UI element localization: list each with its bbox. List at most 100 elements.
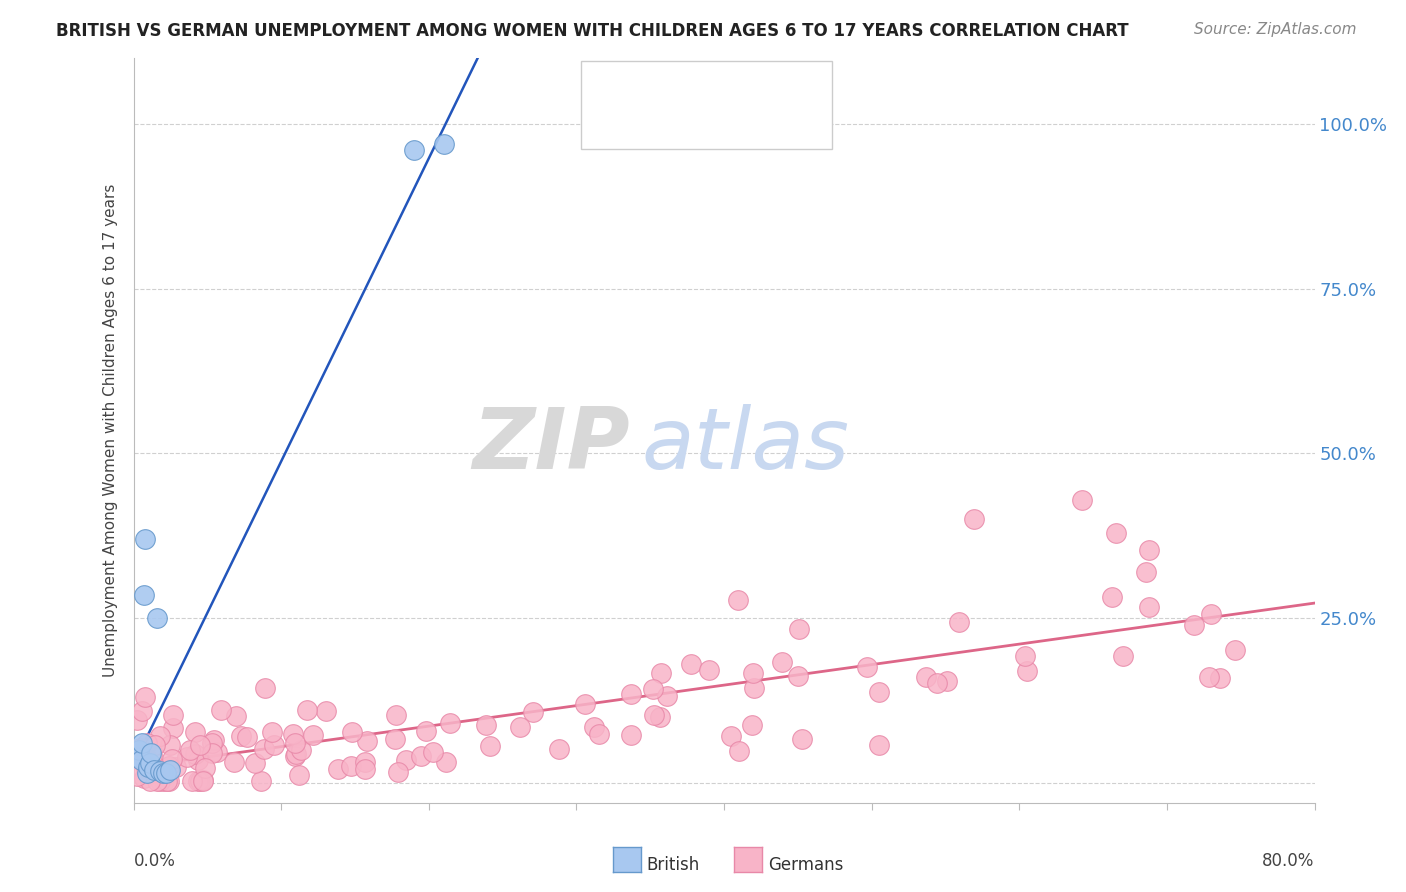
Point [157, 774, 180, 789]
Point [925, 676, 948, 690]
Point [1070, 492, 1092, 507]
Text: 80.0%: 80.0% [1263, 852, 1315, 870]
Point [149, 764, 172, 779]
Point [547, 742, 569, 756]
Point [156, 773, 179, 788]
Point [139, 774, 162, 789]
Point [134, 758, 156, 772]
Point [134, 690, 156, 704]
Point [1135, 565, 1157, 579]
Point [697, 663, 720, 677]
Point [136, 752, 159, 766]
Point [1225, 643, 1247, 657]
Point [131, 736, 153, 750]
Point [1208, 671, 1230, 685]
Point [868, 684, 890, 698]
Point [356, 733, 378, 747]
Point [160, 752, 183, 766]
Point [1182, 617, 1205, 632]
Text: R =: R = [630, 112, 669, 129]
Point [284, 736, 307, 750]
Point [159, 763, 181, 777]
Point [384, 732, 406, 747]
Point [194, 761, 217, 775]
Point [619, 687, 641, 701]
Text: 0.835: 0.835 [668, 75, 725, 93]
Point [263, 739, 285, 753]
Point [302, 728, 325, 742]
Text: 18: 18 [755, 75, 780, 93]
Point [250, 774, 273, 789]
Point [187, 753, 209, 767]
Point [434, 755, 457, 769]
Point [159, 738, 181, 752]
Point [152, 770, 174, 784]
Point [742, 681, 765, 695]
Point [152, 774, 174, 789]
Point [149, 774, 172, 789]
Point [1101, 591, 1123, 605]
Point [326, 762, 349, 776]
Point [354, 762, 377, 776]
Point [650, 666, 672, 681]
Point [128, 743, 150, 757]
Point [131, 704, 153, 718]
Point [415, 724, 437, 739]
Point [620, 728, 643, 742]
Point [404, 143, 426, 157]
Point [290, 743, 312, 757]
Point [201, 736, 224, 750]
Point [176, 750, 198, 764]
Point [132, 588, 155, 602]
Point [770, 655, 793, 669]
Point [868, 738, 890, 752]
Point [165, 759, 187, 773]
Text: Source: ZipAtlas.com: Source: ZipAtlas.com [1194, 22, 1357, 37]
Text: 0.0%: 0.0% [134, 852, 176, 870]
Point [201, 746, 224, 760]
Point [141, 747, 163, 761]
Point [409, 748, 432, 763]
Point [1104, 525, 1126, 540]
Point [184, 725, 207, 739]
Point [281, 727, 304, 741]
Text: N =: N = [721, 112, 761, 129]
Point [155, 766, 177, 780]
Text: N =: N = [721, 75, 761, 93]
Point [384, 708, 406, 723]
Text: R =: R = [630, 75, 669, 93]
Point [574, 698, 596, 712]
Point [138, 759, 160, 773]
Point [295, 703, 318, 717]
Point [187, 774, 209, 789]
Point [143, 763, 166, 777]
Point [948, 615, 970, 630]
Point [1112, 649, 1135, 664]
Point [643, 708, 665, 723]
Point [231, 729, 253, 743]
Point [741, 718, 763, 732]
Point [127, 713, 149, 727]
Text: 0.493: 0.493 [668, 112, 724, 129]
Point [159, 759, 181, 773]
Y-axis label: Unemployment Among Women with Children Ages 6 to 17 years: Unemployment Among Women with Children A… [103, 184, 118, 677]
Point [131, 754, 153, 768]
Point [641, 681, 664, 696]
Point [963, 512, 986, 526]
Point [433, 136, 456, 151]
Text: 126: 126 [755, 112, 793, 129]
Point [209, 703, 232, 717]
Point [522, 705, 544, 719]
Point [1137, 543, 1160, 558]
Point [475, 718, 498, 732]
Text: Germans: Germans [768, 856, 844, 874]
Point [1201, 607, 1223, 621]
Point [225, 709, 247, 723]
Point [181, 774, 204, 789]
Point [193, 772, 215, 787]
Point [179, 743, 201, 757]
Point [146, 611, 169, 625]
Point [422, 745, 444, 759]
Point [787, 622, 810, 636]
Point [162, 707, 184, 722]
